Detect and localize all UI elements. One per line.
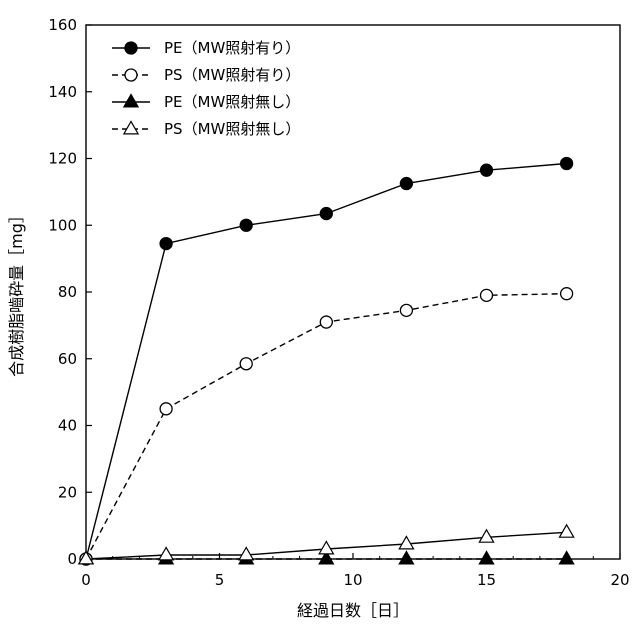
- y-tick-label: 0: [67, 550, 77, 568]
- legend-marker: [124, 95, 138, 107]
- legend-item-0: PE（MW照射有り）: [112, 39, 300, 57]
- series-0-point-3: [320, 208, 332, 220]
- series-3-point-2: [239, 547, 253, 559]
- x-tick-label: 20: [610, 571, 629, 589]
- legend-label: PE（MW照射有り）: [164, 39, 300, 57]
- series-1-point-5: [481, 289, 493, 301]
- series-0-point-5: [481, 164, 493, 176]
- series-3-point-5: [479, 530, 493, 542]
- y-tick-label: 40: [58, 417, 77, 435]
- legend-label: PS（MW照射有り）: [164, 66, 300, 84]
- series-0-point-6: [561, 158, 573, 170]
- y-tick-label: 120: [48, 150, 77, 168]
- legend-label: PS（MW照射無し）: [164, 120, 300, 138]
- series-3-point-4: [399, 536, 413, 548]
- series-1-point-3: [320, 316, 332, 328]
- legend-item-3: PS（MW照射無し）: [112, 120, 300, 138]
- series-1-point-6: [561, 288, 573, 300]
- series-1-point-2: [240, 358, 252, 370]
- series-0-point-1: [160, 238, 172, 250]
- series-3-point-6: [559, 525, 573, 537]
- legend-marker: [125, 42, 137, 54]
- x-tick-label: 0: [81, 571, 91, 589]
- x-axis-label: 経過日数［日］: [297, 601, 409, 620]
- series-0-point-4: [400, 178, 412, 190]
- series-layer: [79, 158, 574, 565]
- line-chart: 0 20 40 60 80 100 120 140 160 0 5 10 15 20 PE（MW照射有り）…: [0, 0, 640, 640]
- x-tick-label: 15: [477, 571, 496, 589]
- y-axis-label: 合成樹脂嚙砕量［mg］: [7, 207, 26, 377]
- legend-marker: [125, 69, 137, 81]
- series-3-point-3: [319, 541, 333, 553]
- y-tick-label: 160: [48, 16, 77, 34]
- series-1-point-1: [160, 403, 172, 415]
- legend-item-2: PE（MW照射無し）: [112, 93, 300, 111]
- y-tick-label: 140: [48, 83, 77, 101]
- y-tick-label: 80: [58, 283, 77, 301]
- series-2-point-4: [399, 552, 413, 564]
- series-3-point-1: [159, 547, 173, 559]
- series-2-point-5: [479, 552, 493, 564]
- y-tick-label: 100: [48, 216, 77, 234]
- legend-item-1: PS（MW照射有り）: [112, 66, 300, 84]
- series-1-line: [86, 294, 567, 559]
- series-2-point-6: [559, 552, 573, 564]
- y-tick-label: 20: [58, 483, 77, 501]
- x-tick-label: 10: [343, 571, 362, 589]
- legend-label: PE（MW照射無し）: [164, 93, 300, 111]
- legend: PE（MW照射有り） PS（MW照射有り） PE（MW照射無し） PS（MW照射無し）: [112, 39, 300, 138]
- series-1-point-4: [400, 304, 412, 316]
- legend-marker: [124, 122, 138, 134]
- x-tick-label: 5: [215, 571, 225, 589]
- series-0-point-2: [240, 219, 252, 231]
- series-0-line: [86, 164, 567, 560]
- y-tick-label: 60: [58, 350, 77, 368]
